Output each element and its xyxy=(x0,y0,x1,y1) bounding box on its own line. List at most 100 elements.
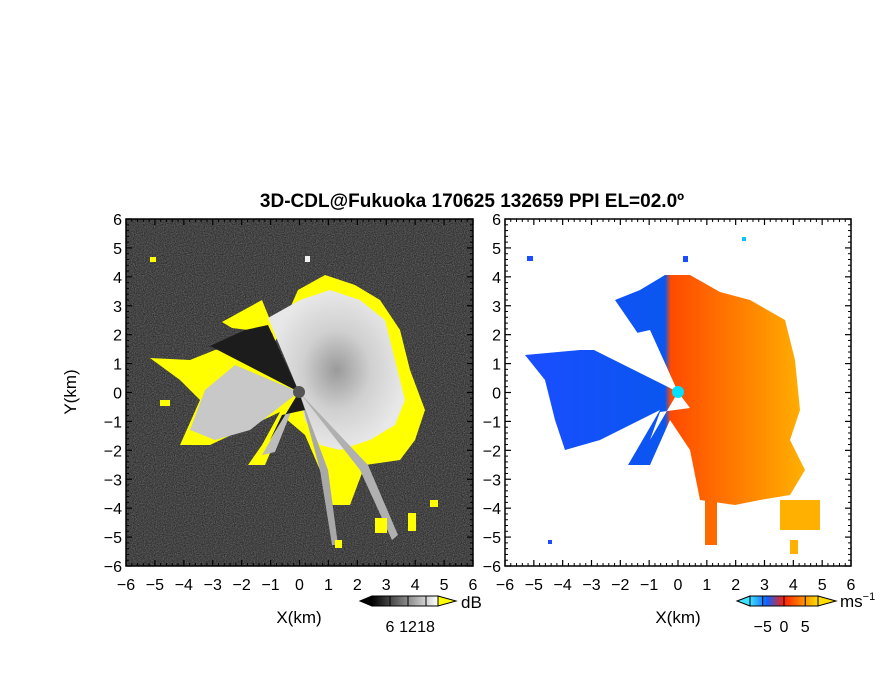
snr-x-tick-label: 0 xyxy=(295,577,304,594)
velocity-speck xyxy=(548,540,552,544)
snr-x-tick-label: −2 xyxy=(233,577,251,594)
snr-x-tick-labels: −6 −5 −4 −3 −2 −1 0 1 2 3 4 5 6 xyxy=(117,577,478,594)
snr-echo-speck xyxy=(375,518,387,533)
snr-x-tick-label: −1 xyxy=(261,577,279,594)
snr-x-tick-label: −5 xyxy=(146,577,164,594)
snr-colorbar-tick-label: 18 xyxy=(417,619,435,636)
velocity-blocked-sector xyxy=(650,392,690,440)
velocity-x-tick-label: −1 xyxy=(640,577,658,594)
velocity-colorbar: −5 0 5 ms−1 xyxy=(735,591,875,636)
velocity-colorbar-low-arrow xyxy=(735,595,751,607)
snr-y-tick-label: −1 xyxy=(104,414,122,431)
velocity-x-tick-label: 6 xyxy=(847,577,856,594)
velocity-y-tick-label: −6 xyxy=(483,559,501,576)
snr-x-axis-label: X(km) xyxy=(276,608,321,627)
velocity-x-tick-label: 3 xyxy=(760,577,769,594)
velocity-x-tick-label: −5 xyxy=(525,577,543,594)
snr-colorbar-ramp xyxy=(371,595,439,607)
velocity-speck xyxy=(780,500,820,530)
velocity-speck xyxy=(683,256,688,262)
velocity-colorbar-tick-label: 0 xyxy=(780,619,789,636)
velocity-panel: −6 −5 −4 −3 −2 −1 0 1 2 3 4 5 6 6543210−1−2−3−4−5−6 … xyxy=(483,212,856,627)
snr-y-tick-label: 4 xyxy=(113,270,122,287)
velocity-colorbar-tick-label: −5 xyxy=(754,619,772,636)
snr-y-tick-label: 5 xyxy=(113,241,122,258)
velocity-field xyxy=(525,275,805,505)
snr-y-tick-label: 2 xyxy=(113,328,122,345)
snr-colorbar: 6 12 18 dB xyxy=(358,593,482,636)
velocity-y-tick-label: 4 xyxy=(492,270,501,287)
snr-echo-speck xyxy=(408,513,416,531)
snr-x-tick-label: −3 xyxy=(204,577,222,594)
velocity-x-tick-label: −6 xyxy=(496,577,514,594)
velocity-x-tick-label: 2 xyxy=(731,577,740,594)
velocity-colorbar-unit-base: ms xyxy=(840,592,863,611)
snr-echo-speck xyxy=(335,540,342,548)
velocity-x-tick-label: 4 xyxy=(789,577,798,594)
snr-gray-streak xyxy=(299,392,338,545)
snr-x-tick-label: 4 xyxy=(411,577,420,594)
snr-gray-fan xyxy=(268,290,405,450)
velocity-x-axis-label: X(km) xyxy=(655,608,700,627)
velocity-colorbar-unit-exponent: −1 xyxy=(863,591,876,603)
snr-echo-speck xyxy=(160,400,170,406)
velocity-blocked-sector xyxy=(590,330,678,392)
snr-y-tick-label: 1 xyxy=(113,357,122,374)
snr-gray-west-sector xyxy=(190,365,299,440)
snr-y-tick-label: 3 xyxy=(113,299,122,316)
snr-x-tick-label: 3 xyxy=(382,577,391,594)
velocity-axis-ticks xyxy=(504,218,852,567)
velocity-colorbar-unit: ms−1 xyxy=(840,591,875,611)
velocity-speck xyxy=(527,256,533,261)
snr-x-tick-label: 2 xyxy=(353,577,362,594)
radar-center-marker xyxy=(672,386,684,398)
snr-y-tick-label: −3 xyxy=(104,472,122,489)
velocity-speck xyxy=(705,500,717,545)
snr-blocked-sector xyxy=(270,392,305,440)
velocity-x-tick-label: −2 xyxy=(611,577,629,594)
snr-gray-streak xyxy=(299,392,398,540)
snr-colorbar-low-arrow xyxy=(358,595,373,607)
velocity-y-tick-label: 1 xyxy=(492,357,501,374)
velocity-y-tick-label: 5 xyxy=(492,241,501,258)
snr-x-tick-label: −4 xyxy=(175,577,193,594)
velocity-y-tick-label: −5 xyxy=(483,530,501,547)
snr-colorbar-high-arrow xyxy=(437,595,458,607)
velocity-x-tick-labels: −6 −5 −4 −3 −2 −1 0 1 2 3 4 5 6 xyxy=(496,577,856,594)
snr-x-tick-label: −6 xyxy=(117,577,135,594)
velocity-x-tick-label: −3 xyxy=(582,577,600,594)
snr-y-tick-label: 6 xyxy=(113,212,122,229)
snr-colorbar-unit: dB xyxy=(461,593,482,612)
snr-y-tick-label: −4 xyxy=(104,501,122,518)
velocity-y-tick-label: −2 xyxy=(483,443,501,460)
velocity-echo-region xyxy=(525,237,820,554)
snr-axis-ticks xyxy=(125,218,474,567)
snr-y-tick-label: −2 xyxy=(104,443,122,460)
snr-echo-region xyxy=(150,256,438,548)
snr-blocked-sector xyxy=(210,325,299,392)
velocity-y-tick-label: −4 xyxy=(483,501,501,518)
velocity-speck xyxy=(790,540,798,554)
velocity-x-tick-label: 5 xyxy=(818,577,827,594)
snr-y-tick-label: −6 xyxy=(104,559,122,576)
snr-echo-speck xyxy=(305,256,310,262)
snr-colorbar-tick-label: 12 xyxy=(399,619,417,636)
snr-y-tick-labels: 6 5 4 3 2 1 0 −1 −2 −3 −4 −5 −6 xyxy=(104,212,122,576)
velocity-colorbar-tick-label: 5 xyxy=(801,619,810,636)
snr-y-tick-label: 0 xyxy=(113,386,122,403)
snr-x-tick-label: 5 xyxy=(440,577,449,594)
snr-y-tick-label: −5 xyxy=(104,530,122,547)
velocity-y-tick-label: −1 xyxy=(483,414,501,431)
snr-echo-speck xyxy=(430,500,438,507)
velocity-y-tick-label: −3 xyxy=(483,472,501,489)
radar-center-marker xyxy=(293,386,305,398)
velocity-y-tick-labels: 6 5 4 3 2 1 0 −1 −2 −3 −4 −5 −6 xyxy=(483,212,501,576)
velocity-y-tick-label: 0 xyxy=(492,386,501,403)
snr-echo-speck xyxy=(150,257,156,262)
velocity-x-tick-label: 0 xyxy=(674,577,683,594)
snr-colorbar-tick-label: 6 xyxy=(386,619,395,636)
velocity-colorbar-high-arrow xyxy=(817,595,838,607)
velocity-y-tick-label: 6 xyxy=(492,212,501,229)
snr-x-tick-label: 1 xyxy=(324,577,333,594)
